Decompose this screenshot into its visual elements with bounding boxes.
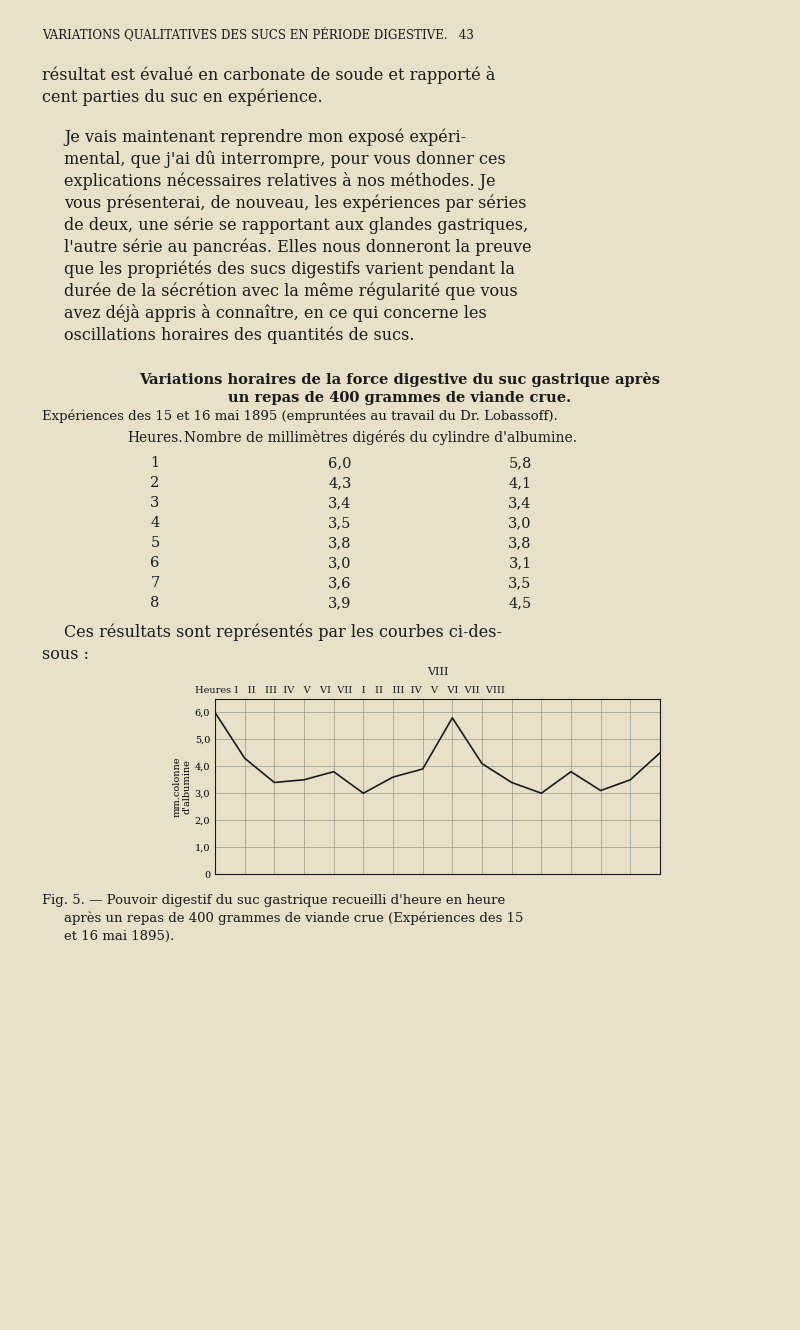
Text: mental, que j'ai dû interrompre, pour vous donner ces: mental, que j'ai dû interrompre, pour vo… xyxy=(64,150,506,168)
Text: sous :: sous : xyxy=(42,646,89,662)
Text: VIII: VIII xyxy=(426,668,448,677)
Text: 1: 1 xyxy=(150,456,159,469)
Text: Nombre de millimètres digérés du cylindre d'albumine.: Nombre de millimètres digérés du cylindr… xyxy=(183,430,577,446)
Text: Expériences des 15 et 16 mai 1895 (empruntées au travail du Dr. Lobassoff).: Expériences des 15 et 16 mai 1895 (empru… xyxy=(42,410,558,423)
Text: 3,5: 3,5 xyxy=(508,576,532,591)
Text: explications nécessaires relatives à nos méthodes. Je: explications nécessaires relatives à nos… xyxy=(64,172,496,190)
Text: 4,1: 4,1 xyxy=(509,476,531,489)
Text: l'autre série au pancréas. Elles nous donneront la preuve: l'autre série au pancréas. Elles nous do… xyxy=(64,238,532,255)
Text: Fig. 5. — Pouvoir digestif du suc gastrique recueilli d'heure en heure: Fig. 5. — Pouvoir digestif du suc gastri… xyxy=(42,894,506,907)
Text: 5,8: 5,8 xyxy=(508,456,532,469)
Text: 4: 4 xyxy=(150,516,160,529)
Text: 3,6: 3,6 xyxy=(328,576,352,591)
Text: durée de la sécrétion avec la même régularité que vous: durée de la sécrétion avec la même régul… xyxy=(64,282,518,301)
Text: vous présenterai, de nouveau, les expériences par séries: vous présenterai, de nouveau, les expéri… xyxy=(64,194,526,211)
Text: 3,9: 3,9 xyxy=(328,596,352,610)
Text: 3,5: 3,5 xyxy=(328,516,352,529)
Text: 3,8: 3,8 xyxy=(508,536,532,551)
Text: et 16 mai 1895).: et 16 mai 1895). xyxy=(64,930,174,943)
Text: Je vais maintenant reprendre mon exposé expéri-: Je vais maintenant reprendre mon exposé … xyxy=(64,129,466,146)
Text: 7: 7 xyxy=(150,576,160,591)
Text: après un repas de 400 grammes de viande crue (Expériences des 15: après un repas de 400 grammes de viande … xyxy=(64,911,523,924)
Text: VARIATIONS QUALITATIVES DES SUCS EN PÉRIODE DIGESTIVE.   43: VARIATIONS QUALITATIVES DES SUCS EN PÉRI… xyxy=(42,27,474,41)
Text: de deux, une série se rapportant aux glandes gastriques,: de deux, une série se rapportant aux gla… xyxy=(64,217,528,234)
Text: 3: 3 xyxy=(150,496,160,509)
Text: 3,4: 3,4 xyxy=(508,496,532,509)
Text: 8: 8 xyxy=(150,596,160,610)
Text: Variations horaires de la force digestive du suc gastrique après: Variations horaires de la force digestiv… xyxy=(139,372,661,387)
Text: cent parties du suc en expérience.: cent parties du suc en expérience. xyxy=(42,89,322,106)
Text: Heures.: Heures. xyxy=(127,431,183,446)
Text: 3,0: 3,0 xyxy=(328,556,352,571)
Y-axis label: mm.colonne
d'albumine: mm.colonne d'albumine xyxy=(173,757,192,817)
Text: 2: 2 xyxy=(150,476,160,489)
Text: 3,8: 3,8 xyxy=(328,536,352,551)
Text: 6,0: 6,0 xyxy=(328,456,352,469)
Text: 3,0: 3,0 xyxy=(508,516,532,529)
Text: 3,1: 3,1 xyxy=(508,556,532,571)
Text: Heures I   II   III  IV   V   VI  VII   I   II   III  IV   V   VI  VII  VIII: Heures I II III IV V VI VII I II III IV … xyxy=(195,686,505,696)
Text: 5: 5 xyxy=(150,536,160,551)
Text: 4,5: 4,5 xyxy=(508,596,532,610)
Text: que les propriétés des sucs digestifs varient pendant la: que les propriétés des sucs digestifs va… xyxy=(64,261,515,278)
Text: avez déjà appris à connaître, en ce qui concerne les: avez déjà appris à connaître, en ce qui … xyxy=(64,305,486,322)
Text: oscillations horaires des quantités de sucs.: oscillations horaires des quantités de s… xyxy=(64,326,414,344)
Text: 4,3: 4,3 xyxy=(328,476,352,489)
Text: un repas de 400 grammes de viande crue.: un repas de 400 grammes de viande crue. xyxy=(229,391,571,406)
Text: résultat est évalué en carbonate de soude et rapporté à: résultat est évalué en carbonate de soud… xyxy=(42,66,495,84)
Text: Ces résultats sont représentés par les courbes ci-des-: Ces résultats sont représentés par les c… xyxy=(64,624,502,641)
Text: 3,4: 3,4 xyxy=(328,496,352,509)
Text: 6: 6 xyxy=(150,556,160,571)
